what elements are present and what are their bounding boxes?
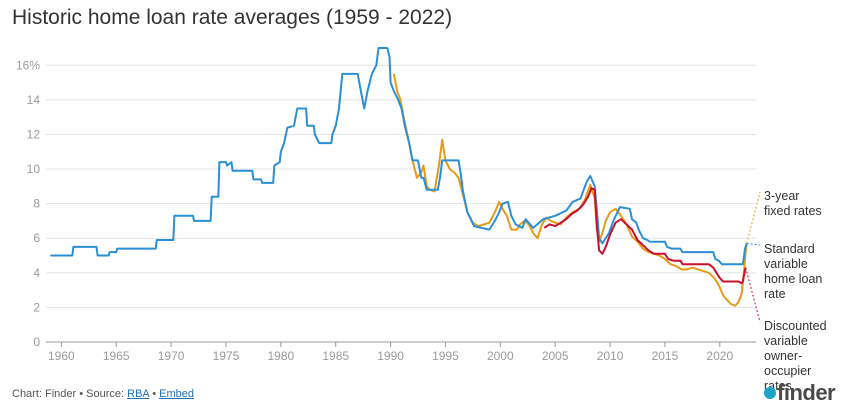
x-tick-label-1985: 1985 <box>322 349 349 363</box>
x-tick-label-2000: 2000 <box>487 349 514 363</box>
annotation-line-fixed-0: 3-year <box>764 189 799 203</box>
y-tick-label-8: 8 <box>33 197 40 211</box>
series-lines <box>50 47 748 307</box>
annotation-line-fixed-1: fixed rates <box>764 204 822 218</box>
y-tick-label-10: 10 <box>27 162 41 176</box>
annotation-line-standard-3: rate <box>764 287 786 301</box>
x-axis: 1960 1965 1970 1975 1980 1985 1990 1995 2000 2005… <box>46 341 756 363</box>
footer-credit: Chart: Finder • Source: <box>12 388 128 400</box>
annotation-line-discounted-3: occupier <box>764 364 811 378</box>
y-tick-label-14: 14 <box>27 93 41 107</box>
x-tick-label-1960: 1960 <box>48 349 75 363</box>
x-tick-label-1990: 1990 <box>377 349 404 363</box>
x-tick-label-2005: 2005 <box>542 349 569 363</box>
annotation-leader-discounted <box>745 267 761 323</box>
annotation-line-standard-1: variable <box>764 257 808 271</box>
y-tick-label-12: 12 <box>27 127 41 141</box>
x-tick-label-1970: 1970 <box>158 349 185 363</box>
annotation-line-standard-2: home loan <box>764 272 822 286</box>
finder-logo-text: finder <box>777 380 836 405</box>
annotation-line-discounted-1: variable <box>764 334 808 348</box>
y-tick-label-4: 4 <box>33 266 40 280</box>
annotation-leader-standard <box>746 242 761 246</box>
embed-link[interactable]: Embed <box>159 388 194 400</box>
x-tick-label-2015: 2015 <box>652 349 679 363</box>
footer-separator: • <box>149 388 160 400</box>
chart-title: Historic home loan rate averages (1959 -… <box>12 6 453 29</box>
annotation-leader-fixed <box>746 191 761 244</box>
annotation-line-discounted-0: Discounted <box>764 319 827 333</box>
y-tick-label-6: 6 <box>33 231 40 245</box>
series-line-standard <box>50 47 748 266</box>
x-tick-label-1980: 1980 <box>267 349 294 363</box>
y-tick-label-0: 0 <box>33 335 40 349</box>
x-tick-label-1995: 1995 <box>432 349 459 363</box>
finder-logo[interactable]: finder <box>764 380 836 406</box>
annotation-label-fixed: 3-year fixed rates <box>764 189 822 218</box>
x-tick-label-2020: 2020 <box>706 349 733 363</box>
source-link-rba[interactable]: RBA <box>127 388 150 400</box>
annotation-line-standard-0: Standard <box>764 242 815 256</box>
x-tick-label-1965: 1965 <box>103 349 130 363</box>
y-tick-label-16: 16% <box>16 58 40 72</box>
series-line-discounted <box>543 187 747 285</box>
series-line-fixed <box>392 73 748 307</box>
y-tick-label-2: 2 <box>33 300 40 314</box>
x-tick-label-2010: 2010 <box>597 349 624 363</box>
annotation-line-discounted-2: owner- <box>764 349 802 363</box>
x-tick-label-1975: 1975 <box>213 349 240 363</box>
y-axis-tick-labels: 0 2 4 6 8 10 12 14 16% <box>16 58 40 349</box>
annotation-label-standard: Standard variable home loan rate <box>764 242 822 301</box>
chart-footer: Chart: Finder • Source: RBA • Embed <box>12 388 194 400</box>
finder-logo-icon <box>764 387 776 399</box>
annotation-label-discounted: Discounted variable owner-occupier rates <box>764 319 827 393</box>
